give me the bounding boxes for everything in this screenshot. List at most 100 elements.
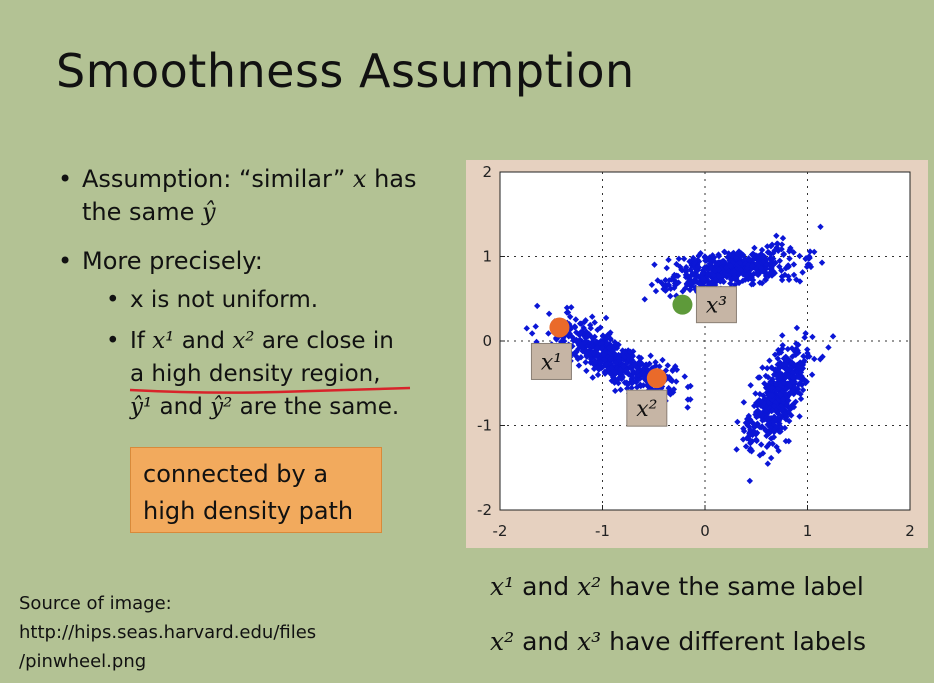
data-point (795, 374, 803, 381)
data-point (806, 254, 813, 262)
bullet-more-precisely: More precisely: (56, 245, 476, 278)
data-point (574, 355, 582, 363)
data-point (545, 330, 552, 337)
caption-same-label: x¹ and x² have the same label (490, 572, 864, 601)
data-point (778, 276, 786, 284)
data-point (797, 395, 805, 403)
data-point (709, 252, 716, 259)
data-point (660, 285, 667, 293)
data-point (594, 350, 602, 358)
data-point (734, 277, 741, 285)
data-point (811, 355, 818, 363)
data-point (733, 254, 740, 261)
data-point (588, 339, 595, 346)
data-point (786, 383, 794, 390)
data-point (681, 373, 688, 380)
data-point (572, 316, 580, 323)
math-yhat: ŷ (202, 198, 216, 226)
data-point (784, 355, 791, 362)
data-point (590, 350, 598, 357)
data-point (662, 287, 669, 294)
data-point (781, 390, 789, 397)
point-label-box (626, 389, 668, 427)
text: have the same label (601, 572, 864, 601)
callout-line: connected by a (143, 460, 329, 488)
data-point (770, 433, 778, 441)
data-point (679, 288, 686, 295)
data-point (792, 351, 800, 358)
data-point (807, 263, 815, 271)
text: More precisely: (82, 247, 263, 275)
data-point (785, 417, 793, 425)
data-point (785, 373, 792, 380)
caption-different-labels: x² and x³ have different labels (490, 627, 866, 656)
data-point (673, 378, 680, 385)
math-x1: x¹ (152, 328, 175, 354)
sub-bullet-uniform: x is not uniform. (56, 284, 476, 317)
data-point (774, 397, 781, 404)
highlighted-point (672, 294, 693, 315)
data-point (746, 256, 753, 264)
data-point (621, 353, 629, 361)
data-point (739, 277, 746, 285)
data-point (594, 344, 601, 351)
data-point (781, 424, 789, 432)
bullet-list: Assumption: “similar” x has the same ŷ M… (56, 163, 476, 432)
data-point (778, 273, 786, 280)
data-point (825, 344, 832, 351)
text: and (174, 328, 233, 354)
text: a high density region, (130, 361, 381, 387)
data-point (602, 360, 609, 367)
data-point (749, 276, 757, 284)
x-tick-label: 2 (905, 522, 915, 540)
data-point (623, 366, 631, 373)
data-point (767, 454, 775, 462)
source-link[interactable]: /pinwheel.png (19, 651, 147, 672)
data-point (616, 366, 624, 373)
data-point (770, 249, 777, 257)
data-point (587, 325, 594, 332)
data-point (696, 273, 703, 281)
data-point (750, 402, 758, 410)
data-point (641, 375, 648, 382)
data-point (578, 320, 585, 327)
point-label-box (530, 342, 572, 380)
data-point (768, 272, 776, 279)
data-point (811, 248, 818, 256)
data-point (753, 260, 760, 268)
data-point (528, 330, 536, 337)
y-tick-label: -2 (477, 501, 492, 519)
data-point (772, 380, 780, 388)
data-point (777, 370, 785, 378)
data-point (782, 353, 789, 360)
data-point (570, 335, 577, 342)
data-point (665, 373, 673, 381)
data-point (566, 313, 574, 321)
data-point (795, 381, 802, 388)
x-tick-label: -1 (595, 522, 610, 540)
data-point (671, 284, 678, 292)
data-point (778, 412, 786, 420)
data-point (752, 411, 759, 418)
data-point (800, 375, 807, 383)
data-point (612, 359, 619, 367)
underlined-phrase: a high density region, (129, 358, 411, 394)
data-point (789, 359, 796, 366)
data-point (599, 332, 607, 339)
data-point (783, 366, 790, 373)
data-point (763, 416, 771, 424)
data-point (571, 324, 579, 331)
point-label-box (695, 286, 737, 324)
data-point (667, 292, 674, 300)
source-link[interactable]: http://hips.seas.harvard.edu/files (19, 622, 317, 643)
image-source: Source of image: http://hips.seas.harvar… (19, 589, 316, 676)
data-point (665, 256, 672, 264)
data-point (790, 261, 798, 268)
red-underline-mark (129, 386, 411, 394)
pinwheel-scatter-plot: -2 -1 0 1 2 2 1 0 -1 -2 x¹ x² x³ (466, 160, 928, 548)
data-point (790, 374, 797, 381)
data-point (779, 235, 787, 242)
text: have different labels (601, 627, 867, 656)
data-point (788, 412, 795, 419)
data-point (762, 372, 770, 380)
